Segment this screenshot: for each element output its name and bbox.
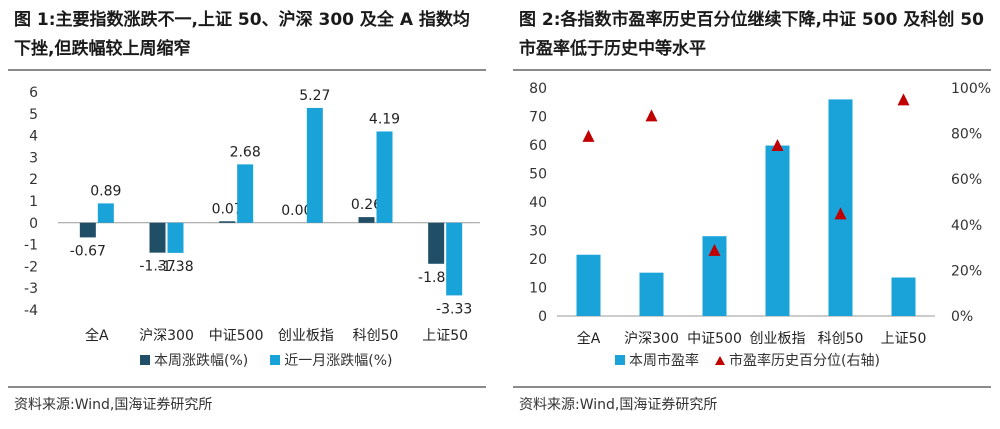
y-tick-label: -2 [24, 259, 38, 275]
figure-2-panel: 图 2:各指数市盈率历史百分位继续下降,中证 500 及科创 50 市盈率低于历… [505, 0, 995, 429]
pe-bar [639, 272, 664, 316]
bar-data-label: 5.27 [299, 88, 330, 104]
category-label: 创业板指 [278, 328, 334, 344]
category-label: 全A [577, 330, 601, 347]
monthly-change-bar [237, 164, 254, 223]
percentile-marker [771, 139, 784, 151]
y-tick-label: 30 [529, 224, 547, 240]
y-tick-label: 70 [529, 110, 547, 126]
bar-data-label: -1.37 [139, 259, 175, 275]
y-tick-label: 80 [529, 81, 547, 97]
figure-1-source: 资料来源:Wind,国海证券研究所 [14, 397, 213, 413]
category-label: 创业板指 [750, 331, 806, 347]
bar-data-label: 2.68 [230, 144, 261, 160]
bottom-rule [8, 386, 486, 388]
weekly-change-bar [79, 222, 96, 238]
weekly-change-bar [219, 221, 236, 223]
y-tick-label: -4 [24, 303, 38, 319]
monthly-change-bar [167, 222, 184, 253]
y-tick-label: 10 [529, 281, 547, 297]
y2-tick-label: 100% [951, 81, 991, 97]
bottom-rule [513, 386, 991, 388]
y-tick-label: 20 [529, 252, 547, 268]
bar-data-label: 0.00 [281, 203, 312, 219]
bar-data-label: -1.88 [418, 270, 454, 286]
percentile-marker [897, 93, 910, 106]
bar-data-label: 4.19 [369, 111, 400, 127]
monthly-change-bar [446, 222, 463, 296]
y-tick-label: 4 [29, 129, 38, 145]
category-label: 科创50 [353, 328, 399, 344]
percentile-marker [645, 109, 658, 122]
weekly-change-bar [358, 217, 375, 223]
y2-tick-label: 20% [951, 263, 982, 279]
y-tick-label: -3 [24, 281, 38, 297]
pe-bar [576, 254, 601, 316]
weekly-change-bar [149, 222, 166, 253]
legend-percentile-marker [715, 355, 725, 365]
y-tick-label: -1 [24, 238, 38, 254]
bar-data-label: -3.33 [436, 301, 472, 317]
y-tick-label: 2 [29, 172, 38, 188]
legend-monthly-label: 近一月涨跌幅(%) [284, 353, 393, 369]
y-tick-label: 1 [29, 194, 38, 210]
figure-1-chart: 6 5 4 3 2 1 0 -1 -2 -3 -4 -0.67 -1.37 0.07 0.00 0.26 -1.… [24, 85, 480, 344]
category-label: 中证500 [209, 328, 264, 344]
y-tick-label: 6 [29, 85, 38, 101]
y2-tick-label: 0% [951, 309, 973, 325]
legend-pe-label: 本周市盈率 [629, 353, 699, 369]
monthly-change-bar [306, 107, 323, 223]
bar-data-label: 0.26 [351, 197, 382, 213]
category-label: 全A [85, 327, 109, 344]
figure-2-legend: 本周市盈率 市盈率历史百分位(右轴) [615, 350, 880, 370]
pe-bar [765, 145, 790, 316]
legend-weekly-swatch [140, 355, 150, 365]
category-label: 科创50 [818, 331, 864, 347]
y2-tick-label: 80% [951, 127, 982, 143]
top-rule [513, 69, 991, 71]
weekly-change-bar [428, 222, 445, 264]
monthly-change-bar [376, 131, 393, 223]
bar-data-label: -1.38 [157, 259, 193, 275]
y-tick-label: 0 [538, 309, 547, 325]
y2-tick-label: 60% [951, 172, 982, 188]
figure-1-panel: 图 1:主要指数涨跌不一,上证 50、沪深 300 及全 A 指数均下挫,但跌幅… [0, 0, 490, 429]
legend-weekly-label: 本周涨跌幅(%) [154, 353, 249, 369]
bar-data-label: -0.67 [70, 243, 106, 259]
category-label: 沪深300 [139, 328, 194, 344]
figure-1-legend: 本周涨跌幅(%) 近一月涨跌幅(%) [140, 350, 392, 370]
category-label: 上证50 [422, 328, 468, 344]
percentile-marker [834, 207, 847, 220]
category-label: 沪深300 [624, 331, 679, 347]
y-tick-label: 0 [29, 216, 38, 232]
monthly-change-bar [97, 203, 114, 223]
y-tick-label: 5 [29, 107, 38, 123]
y-tick-label: 3 [29, 150, 38, 166]
figure-2-chart: 80 70 60 50 40 30 20 10 0 100% 80% 60% 40% 20% 0% 全A 沪深3… [529, 81, 991, 347]
y-tick-label: 40 [529, 195, 547, 211]
bar-data-label: 0.89 [90, 183, 121, 199]
figure-2-source: 资料来源:Wind,国海证券研究所 [519, 397, 718, 413]
pe-bar [891, 277, 916, 316]
category-label: 上证50 [881, 331, 927, 347]
top-rule [8, 69, 486, 71]
legend-monthly-swatch [270, 355, 281, 365]
percentile-marker [708, 243, 721, 256]
figure-1-title: 图 1:主要指数涨跌不一,上证 50、沪深 300 及全 A 指数均下挫,但跌幅… [14, 10, 470, 59]
category-label: 中证500 [687, 331, 742, 347]
y-tick-label: 50 [529, 167, 547, 183]
y2-tick-label: 40% [951, 218, 982, 234]
legend-percentile-label: 市盈率历史百分位(右轴) [729, 353, 880, 369]
legend-pe-swatch [615, 355, 625, 365]
percentile-marker [582, 129, 595, 142]
bar-data-label: 0.07 [212, 201, 243, 217]
figure-2-title: 图 2:各指数市盈率历史百分位继续下降,中证 500 及科创 50 市盈率低于历… [519, 10, 984, 59]
y-tick-label: 60 [529, 138, 547, 154]
